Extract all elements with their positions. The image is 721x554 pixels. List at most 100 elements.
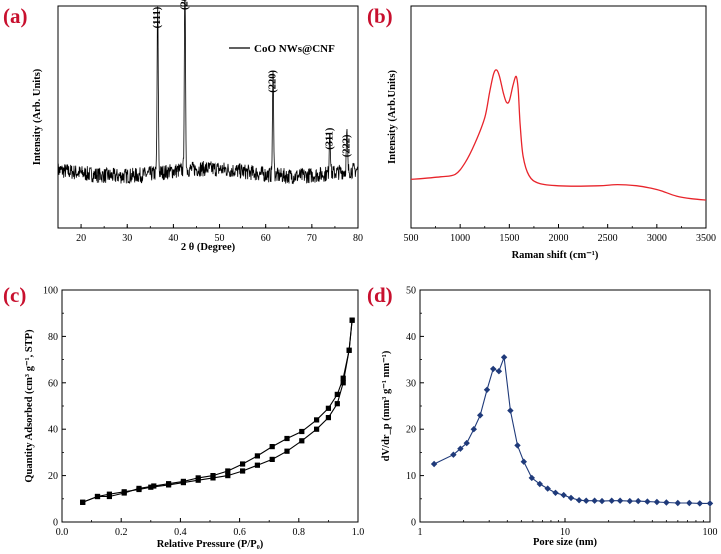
pore-point bbox=[583, 497, 590, 504]
desorption-point bbox=[180, 478, 186, 484]
pore-point bbox=[575, 497, 583, 504]
panel-a-ylabel: Intensity (Arb. Units) bbox=[32, 68, 43, 165]
y-tick-label: 20 bbox=[406, 425, 416, 436]
panel-b-ylabel: Intensity (Arb.Units) bbox=[387, 70, 398, 164]
adsorption-point bbox=[148, 484, 154, 490]
y-tick-label: 0 bbox=[53, 518, 58, 529]
desorption-point bbox=[94, 493, 101, 500]
pore-point bbox=[560, 491, 567, 499]
x-tick-label: 100 bbox=[703, 527, 718, 538]
x-tick-label: 0.2 bbox=[115, 527, 128, 538]
desorption-point bbox=[346, 347, 352, 353]
x-tick-label: 80 bbox=[353, 233, 363, 244]
desorption-point bbox=[166, 481, 172, 487]
x-tick-label: 500 bbox=[404, 233, 419, 244]
pore-point bbox=[477, 412, 484, 419]
y-tick-label: 30 bbox=[406, 378, 416, 389]
x-tick-label: 40 bbox=[168, 233, 178, 244]
panel-b-xlabel: Raman shift (cm⁻¹) bbox=[512, 250, 599, 261]
panel-c: (c) 0.0 0.2 0.4 0.6 0.8 1.0 0 20 40 60 80 100 Relat… bbox=[3, 283, 364, 550]
desorption-point bbox=[210, 473, 216, 479]
pore-point bbox=[500, 354, 508, 361]
x-tick-label: 30 bbox=[122, 233, 132, 244]
x-tick-label: 2500 bbox=[598, 233, 618, 244]
pore-point bbox=[536, 480, 543, 488]
pore-point bbox=[483, 386, 491, 393]
desorption-point bbox=[349, 317, 355, 323]
x-tick-label: 2000 bbox=[549, 233, 569, 244]
panel-d-ticks: 1 10 100 0 10 20 30 40 50 bbox=[406, 286, 718, 539]
desorption-point bbox=[240, 461, 246, 467]
y-tick-label: 40 bbox=[406, 332, 416, 343]
pore-point bbox=[706, 500, 714, 507]
desorption-point bbox=[334, 391, 340, 397]
peak-label: (111) bbox=[152, 6, 163, 28]
adsorption-point bbox=[254, 462, 260, 468]
desorption-point bbox=[340, 375, 346, 381]
desorption-point bbox=[151, 483, 157, 489]
panel-b-frame bbox=[410, 5, 707, 229]
desorption-point bbox=[314, 417, 320, 423]
panel-c-isotherm bbox=[80, 317, 355, 505]
desorption-point bbox=[325, 405, 331, 411]
peak-label: (222) bbox=[341, 134, 352, 157]
panel-c-label: (c) bbox=[3, 283, 26, 307]
panel-a-ticks: 20 30 40 50 60 70 80 bbox=[57, 224, 363, 244]
desorption-point bbox=[254, 453, 260, 459]
desorption-point bbox=[121, 490, 127, 496]
desorption-point bbox=[106, 493, 112, 500]
pore-point bbox=[674, 499, 681, 507]
panel-a-xlabel: 2 θ (Degree) bbox=[181, 242, 236, 253]
x-tick-label: 70 bbox=[307, 233, 317, 244]
pore-point bbox=[616, 497, 624, 504]
pore-point bbox=[520, 458, 527, 465]
panel-d-label: (d) bbox=[367, 283, 393, 307]
desorption-point bbox=[284, 435, 290, 442]
adsorption-point bbox=[269, 456, 275, 462]
pore-point bbox=[470, 426, 477, 433]
desorption-point bbox=[225, 468, 231, 474]
pore-point bbox=[635, 497, 642, 505]
x-tick-label: 3000 bbox=[647, 233, 667, 244]
adsorption-point bbox=[240, 468, 246, 474]
pore-point bbox=[567, 494, 575, 502]
desorption-point bbox=[269, 444, 275, 450]
pore-point bbox=[430, 460, 438, 468]
x-tick-label: 1000 bbox=[450, 233, 470, 244]
y-tick-label: 100 bbox=[43, 286, 58, 297]
adsorption-point bbox=[314, 426, 320, 432]
desorption-line bbox=[82, 320, 353, 503]
panel-a-frame bbox=[57, 5, 359, 229]
pore-point bbox=[457, 445, 464, 452]
pore-point bbox=[626, 497, 633, 505]
panel-d-xlabel: Pore size (nm) bbox=[533, 537, 597, 548]
panel-a-peak-labels: (111) (200) (220) (311) (222) bbox=[152, 0, 352, 157]
y-tick-label: 50 bbox=[406, 286, 416, 297]
peak-label: (200) bbox=[179, 0, 190, 10]
pore-point bbox=[686, 499, 693, 507]
x-tick-label: 50 bbox=[215, 233, 225, 244]
panel-d-pore-distribution bbox=[430, 354, 714, 507]
adsorption-point bbox=[325, 415, 331, 421]
adsorption-point bbox=[284, 448, 290, 454]
panel-a-label: (a) bbox=[3, 4, 28, 28]
panel-b-ticks: 500 1000 1500 2000 2500 3000 3500 bbox=[404, 224, 716, 244]
pore-line bbox=[433, 357, 710, 504]
x-tick-label: 60 bbox=[261, 233, 271, 244]
pore-point bbox=[450, 451, 457, 458]
panel-b: (b) 500 1000 1500 2000 2500 3000 3500 Raman sh… bbox=[367, 4, 716, 261]
panel-d-frame bbox=[419, 289, 711, 523]
panel-a-legend-label: CoO NWs@CNF bbox=[254, 43, 335, 55]
panel-c-frame bbox=[61, 289, 359, 523]
panel-a-xrd-line bbox=[57, 0, 359, 185]
x-tick-label: 10 bbox=[560, 527, 570, 538]
pore-point bbox=[663, 499, 670, 506]
adsorption-point bbox=[225, 473, 231, 479]
x-tick-label: 1500 bbox=[499, 233, 519, 244]
panel-b-raman-line bbox=[410, 69, 707, 201]
pore-point bbox=[495, 368, 503, 375]
pore-point bbox=[490, 365, 497, 373]
panel-c-ylabel: Quantity Adsorbed (cm³ g⁻¹, STP) bbox=[24, 329, 35, 483]
